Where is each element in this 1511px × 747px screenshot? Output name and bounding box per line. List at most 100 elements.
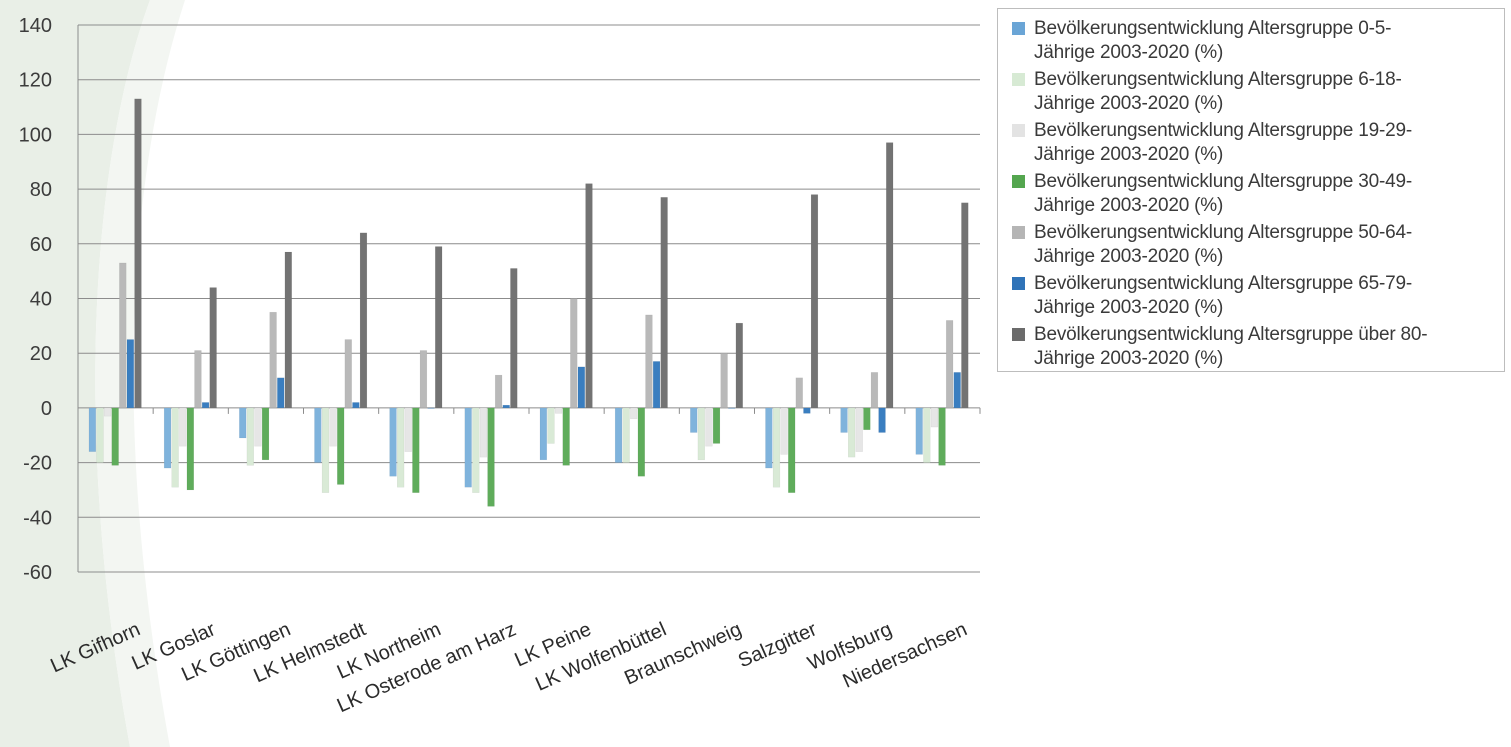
bar <box>269 311 277 409</box>
legend-label-line1: Bevölkerungsentwicklung Altersgruppe übe… <box>1034 324 1428 345</box>
bar <box>479 407 488 458</box>
axes <box>77 25 981 572</box>
bar <box>697 407 705 461</box>
legend-swatch <box>1012 226 1025 239</box>
legend-label: Bevölkerungsentwicklung Altersgruppe 6-1… <box>1034 68 1402 116</box>
bar <box>389 407 397 477</box>
legend-swatch <box>1012 124 1025 137</box>
bar <box>772 407 781 488</box>
bar <box>855 407 863 452</box>
bar <box>510 268 518 409</box>
bar <box>923 407 931 463</box>
legend-swatch <box>1012 277 1025 290</box>
bar <box>412 407 420 493</box>
bar <box>284 251 292 409</box>
legend-label-line2: Jährige 2003-2020 (%) <box>1034 144 1224 165</box>
bar <box>562 407 570 466</box>
y-tick-label: -40 <box>23 507 52 529</box>
y-tick-label: 40 <box>30 289 52 311</box>
legend-label-line2: Jährige 2003-2020 (%) <box>1034 93 1224 114</box>
legend-label-line2: Jährige 2003-2020 (%) <box>1034 195 1224 216</box>
bar <box>539 407 548 461</box>
bar <box>502 404 510 409</box>
bar <box>810 194 819 409</box>
legend-label-line1: Bevölkerungsentwicklung Altersgruppe 50-… <box>1034 222 1412 243</box>
legend-item: Bevölkerungsentwicklung Altersgruppe 65-… <box>1012 272 1498 320</box>
legend: Bevölkerungsentwicklung Altersgruppe 0-5… <box>997 8 1505 372</box>
legend-label: Bevölkerungsentwicklung Altersgruppe 30-… <box>1034 170 1412 218</box>
legend-label-line2: Jährige 2003-2020 (%) <box>1034 42 1224 63</box>
bar <box>171 407 179 488</box>
y-tick-label: 100 <box>19 124 52 146</box>
background-swoosh <box>0 0 150 747</box>
y-tick-label: 60 <box>30 234 52 256</box>
bar <box>246 407 254 466</box>
bar <box>728 407 736 409</box>
bar <box>870 372 879 409</box>
bar <box>329 407 337 447</box>
y-tick-label: -60 <box>23 562 52 584</box>
bar <box>209 287 217 409</box>
bar <box>803 407 811 414</box>
legend-swatch <box>1012 22 1025 35</box>
bar <box>637 407 646 477</box>
bar <box>930 407 939 428</box>
bar <box>96 407 104 463</box>
bar <box>547 407 555 444</box>
legend-item: Bevölkerungsentwicklung Altersgruppe 50-… <box>1012 221 1498 269</box>
bar <box>239 407 247 439</box>
bar <box>886 142 894 409</box>
bar <box>660 197 668 409</box>
bar <box>878 407 886 433</box>
bar <box>614 407 623 463</box>
bar <box>337 407 345 485</box>
bar <box>487 407 495 507</box>
bar <box>652 361 661 409</box>
bar <box>179 407 187 447</box>
bar <box>945 320 954 409</box>
bar <box>427 407 435 409</box>
bar <box>352 402 360 409</box>
legend-item: Bevölkerungsentwicklung Altersgruppe übe… <box>1012 323 1498 371</box>
legend-swatch <box>1012 175 1025 188</box>
bar <box>848 407 856 458</box>
legend-label-line2: Jährige 2003-2020 (%) <box>1034 348 1224 369</box>
bar <box>577 366 586 409</box>
bar <box>472 407 480 493</box>
gridlines <box>78 24 980 573</box>
bar <box>840 407 848 433</box>
y-tick-label: 80 <box>30 179 52 201</box>
bar <box>863 407 871 431</box>
bar <box>953 372 961 409</box>
bar <box>464 407 472 488</box>
legend-label-line1: Bevölkerungsentwicklung Altersgruppe 6-1… <box>1034 69 1402 90</box>
bar <box>397 407 405 488</box>
bar <box>314 407 322 463</box>
y-tick-label: 120 <box>19 70 52 92</box>
x-category-label: LK Gifhorn <box>47 618 143 677</box>
legend-label: Bevölkerungsentwicklung Altersgruppe 19-… <box>1034 119 1412 167</box>
legend-item: Bevölkerungsentwicklung Altersgruppe 30-… <box>1012 170 1498 218</box>
bar <box>134 98 142 409</box>
legend-label-line2: Jährige 2003-2020 (%) <box>1034 297 1224 318</box>
bar <box>261 407 270 461</box>
bar <box>88 407 97 452</box>
y-tick-label: 20 <box>30 343 52 365</box>
legend-label-line1: Bevölkerungsentwicklung Altersgruppe 30-… <box>1034 171 1412 192</box>
bar <box>554 407 563 414</box>
bar <box>359 232 368 409</box>
bar <box>780 407 788 455</box>
bar <box>712 407 721 444</box>
bar <box>765 407 773 469</box>
bar <box>570 298 578 409</box>
legend-item: Bevölkerungsentwicklung Altersgruppe 0-5… <box>1012 17 1498 65</box>
bar <box>961 202 969 409</box>
bar <box>344 339 352 409</box>
bar <box>254 407 262 447</box>
bar <box>795 377 803 409</box>
bar <box>435 246 443 409</box>
bar <box>126 339 135 409</box>
bar <box>277 377 285 409</box>
